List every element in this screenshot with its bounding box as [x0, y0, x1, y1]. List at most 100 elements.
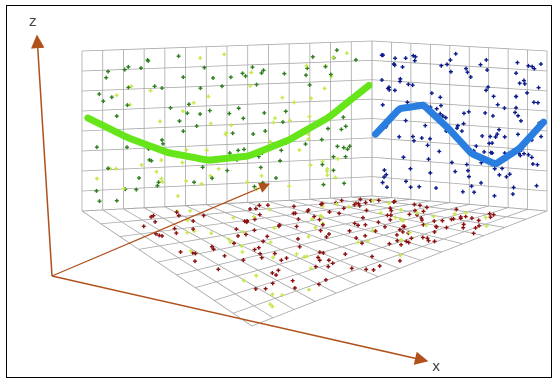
- floor-point: [394, 232, 399, 237]
- floor-grid-vline: [143, 207, 316, 302]
- floor-grid-vline: [289, 199, 463, 245]
- floor-point: [274, 273, 279, 278]
- floor-point: [306, 207, 311, 212]
- floor-point: [263, 286, 268, 291]
- floor-grid-hline: [100, 197, 392, 225]
- floor-point: [360, 215, 365, 220]
- left-wall-point: [280, 120, 285, 125]
- right-wall-point: [428, 170, 433, 175]
- left-wall-grid-hline: [81, 40, 373, 52]
- floor-point: [176, 213, 181, 218]
- floor-point: [432, 239, 437, 244]
- floor-point: [371, 267, 376, 272]
- right-wall-point: [411, 138, 416, 143]
- floor-point: [191, 227, 196, 232]
- left-wall-grid-hline: [81, 79, 373, 92]
- left-wall-point: [207, 108, 212, 113]
- right-wall-point: [495, 102, 500, 107]
- floor-point: [343, 252, 348, 257]
- floor-point: [387, 200, 392, 205]
- z-axis-label: z: [29, 14, 36, 30]
- x-axis-label: x: [432, 359, 440, 375]
- floor-point: [471, 231, 476, 236]
- left-wall-point: [200, 165, 205, 170]
- floor-point: [272, 251, 277, 256]
- left-wall-point: [210, 176, 215, 181]
- right-wall-point: [535, 100, 540, 105]
- floor-point: [251, 214, 256, 219]
- floor-grid-vline: [102, 209, 274, 319]
- floor-point: [451, 216, 456, 221]
- floor-point: [231, 241, 236, 246]
- left-wall-point: [261, 68, 266, 73]
- floor-point: [376, 220, 381, 225]
- right-wall-point: [466, 109, 471, 114]
- floor-grid-vline: [268, 200, 442, 253]
- left-wall-grid-hline: [81, 59, 373, 72]
- floor-point: [261, 239, 266, 244]
- left-wall-point: [152, 84, 157, 89]
- right-wall-point: [479, 180, 484, 185]
- floor-point: [434, 224, 439, 229]
- left-wall-point: [175, 194, 180, 199]
- right-wall-point: [514, 105, 519, 110]
- left-wall-point: [306, 137, 311, 142]
- floor-point: [296, 236, 301, 241]
- left-wall-point: [240, 71, 245, 76]
- right-wall-point: [425, 143, 430, 148]
- floor-point: [360, 241, 365, 246]
- right-wall-point: [392, 88, 397, 93]
- floor-point: [444, 225, 449, 230]
- right-wall-point: [492, 193, 497, 198]
- left-wall-point: [180, 109, 185, 114]
- right-wall-grid-hline: [371, 98, 548, 112]
- floor-point: [306, 287, 311, 292]
- floor-grid-vline: [81, 210, 253, 327]
- left-wall-point: [114, 114, 119, 119]
- floor-point: [378, 210, 383, 215]
- right-wall-point: [455, 123, 460, 128]
- left-wall-point: [353, 57, 358, 62]
- right-wall-point: [504, 174, 509, 179]
- right-wall-point: [438, 95, 443, 100]
- floor-point: [406, 240, 411, 245]
- floor-point: [388, 213, 393, 218]
- floor-point: [440, 218, 445, 223]
- left-wall-point: [114, 93, 119, 98]
- left-wall-point: [177, 118, 182, 123]
- floor-point: [253, 206, 258, 211]
- left-wall-point: [304, 63, 309, 68]
- right-wall-point: [443, 115, 448, 120]
- right-wall-point: [429, 91, 434, 96]
- floor-point: [318, 213, 323, 218]
- floor-point: [318, 228, 323, 233]
- right-wall-point: [518, 153, 523, 158]
- right-wall-point: [426, 157, 431, 162]
- floor-point: [354, 236, 359, 241]
- left-wall-point: [333, 175, 338, 180]
- left-wall-point: [134, 187, 139, 192]
- floor-point: [399, 242, 404, 247]
- floor-point: [417, 203, 422, 208]
- floor-point: [326, 264, 331, 269]
- floor-point: [352, 221, 357, 226]
- floor-point: [290, 278, 295, 283]
- floor-point: [400, 218, 405, 223]
- right-wall-point: [454, 126, 459, 131]
- axes: [31, 34, 429, 365]
- left-wall-point: [160, 179, 165, 184]
- floor-point: [320, 201, 325, 206]
- floor-point: [458, 216, 463, 221]
- right-wall-point: [488, 134, 493, 139]
- right-wall-grid-hline: [371, 59, 548, 72]
- left-wall-point: [122, 67, 127, 72]
- right-wall-point: [466, 174, 471, 179]
- right-wall-point: [459, 129, 464, 134]
- floor-point: [469, 216, 474, 221]
- left-wall-point: [320, 162, 325, 167]
- left-wall-point: [325, 173, 330, 178]
- left-wall-point: [176, 54, 181, 59]
- floor-point: [398, 207, 403, 212]
- left-wall-point: [322, 86, 327, 91]
- left-wall-point: [262, 110, 267, 115]
